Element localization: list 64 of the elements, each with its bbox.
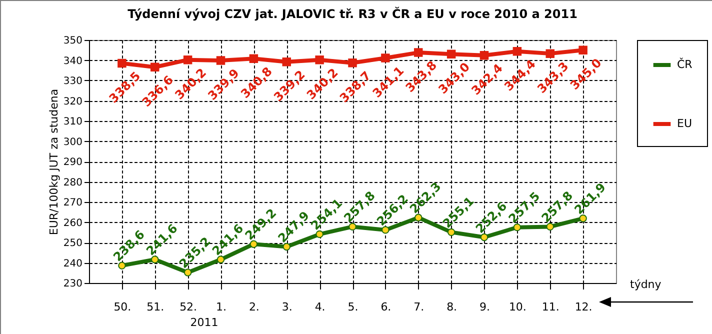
x-tick-label: 3. (282, 300, 292, 314)
x-tick-label: 8. (446, 300, 458, 314)
y-tick-label: 230 (63, 278, 82, 290)
point (150, 62, 160, 72)
y-tick-label: 240 (63, 258, 82, 270)
point (480, 233, 488, 242)
point (546, 222, 554, 231)
point (151, 256, 159, 264)
point (250, 240, 258, 248)
x-tick-label: 4. (314, 300, 326, 314)
point (546, 49, 554, 58)
x-tick-label: 50. (114, 300, 132, 314)
y-tick-label: 260 (63, 218, 82, 229)
y-axis-title: EUR/100kg JUT za studena (47, 88, 60, 236)
x-tick-label: 10. (508, 300, 526, 314)
chart-title: Týdenní vývoj CZV jat. JALOVIC tř. R3 v ČR a EU v roce 2010 a 2011 (128, 6, 578, 21)
text: 2011 (190, 316, 218, 329)
point (316, 230, 324, 238)
x-tick-label: 7. (414, 300, 424, 314)
point (216, 56, 226, 65)
y-tick-label: 340 (63, 56, 82, 67)
x-tick-label: 2. (248, 300, 260, 314)
y-tick-label: 250 (63, 238, 82, 249)
x-tick-label: 11. (542, 300, 560, 314)
y-tick-label: 330 (63, 76, 82, 87)
y-tick-label: 270 (63, 198, 82, 208)
y-tick-label: 310 (63, 116, 82, 128)
point (348, 58, 357, 68)
point (414, 214, 422, 222)
point (249, 54, 258, 64)
point (118, 58, 126, 68)
y-tick-label: 320 (63, 96, 82, 108)
point (382, 226, 390, 234)
x-tick-label: 1. (216, 300, 226, 314)
x-tick-label: 9. (480, 300, 490, 314)
x-tick-label: 52. (180, 300, 198, 314)
legend-label: EU (677, 117, 692, 130)
y-tick-label: 300 (63, 136, 82, 148)
x-tick-label: 5. (348, 300, 358, 314)
x-tick-label: 12. (574, 300, 592, 314)
point (513, 223, 522, 232)
legend-label: ČR (677, 57, 693, 71)
point (315, 55, 324, 64)
y-tick-label: 280 (63, 177, 82, 188)
point (282, 57, 291, 66)
point (480, 51, 489, 60)
point (184, 268, 192, 276)
point (579, 214, 587, 222)
point (447, 228, 456, 236)
point (512, 46, 522, 56)
point (118, 262, 126, 270)
y-tick-label: 290 (63, 157, 82, 168)
point (348, 222, 356, 231)
y-tick-label: 350 (63, 36, 82, 46)
point (381, 54, 390, 62)
text: týdny (630, 278, 662, 291)
x-tick-label: 6. (380, 300, 392, 314)
point (446, 50, 456, 59)
point (578, 46, 588, 54)
point (414, 48, 423, 57)
x-tick-label: 51. (146, 300, 164, 314)
point (282, 242, 290, 251)
point (216, 256, 225, 264)
point (183, 55, 192, 64)
